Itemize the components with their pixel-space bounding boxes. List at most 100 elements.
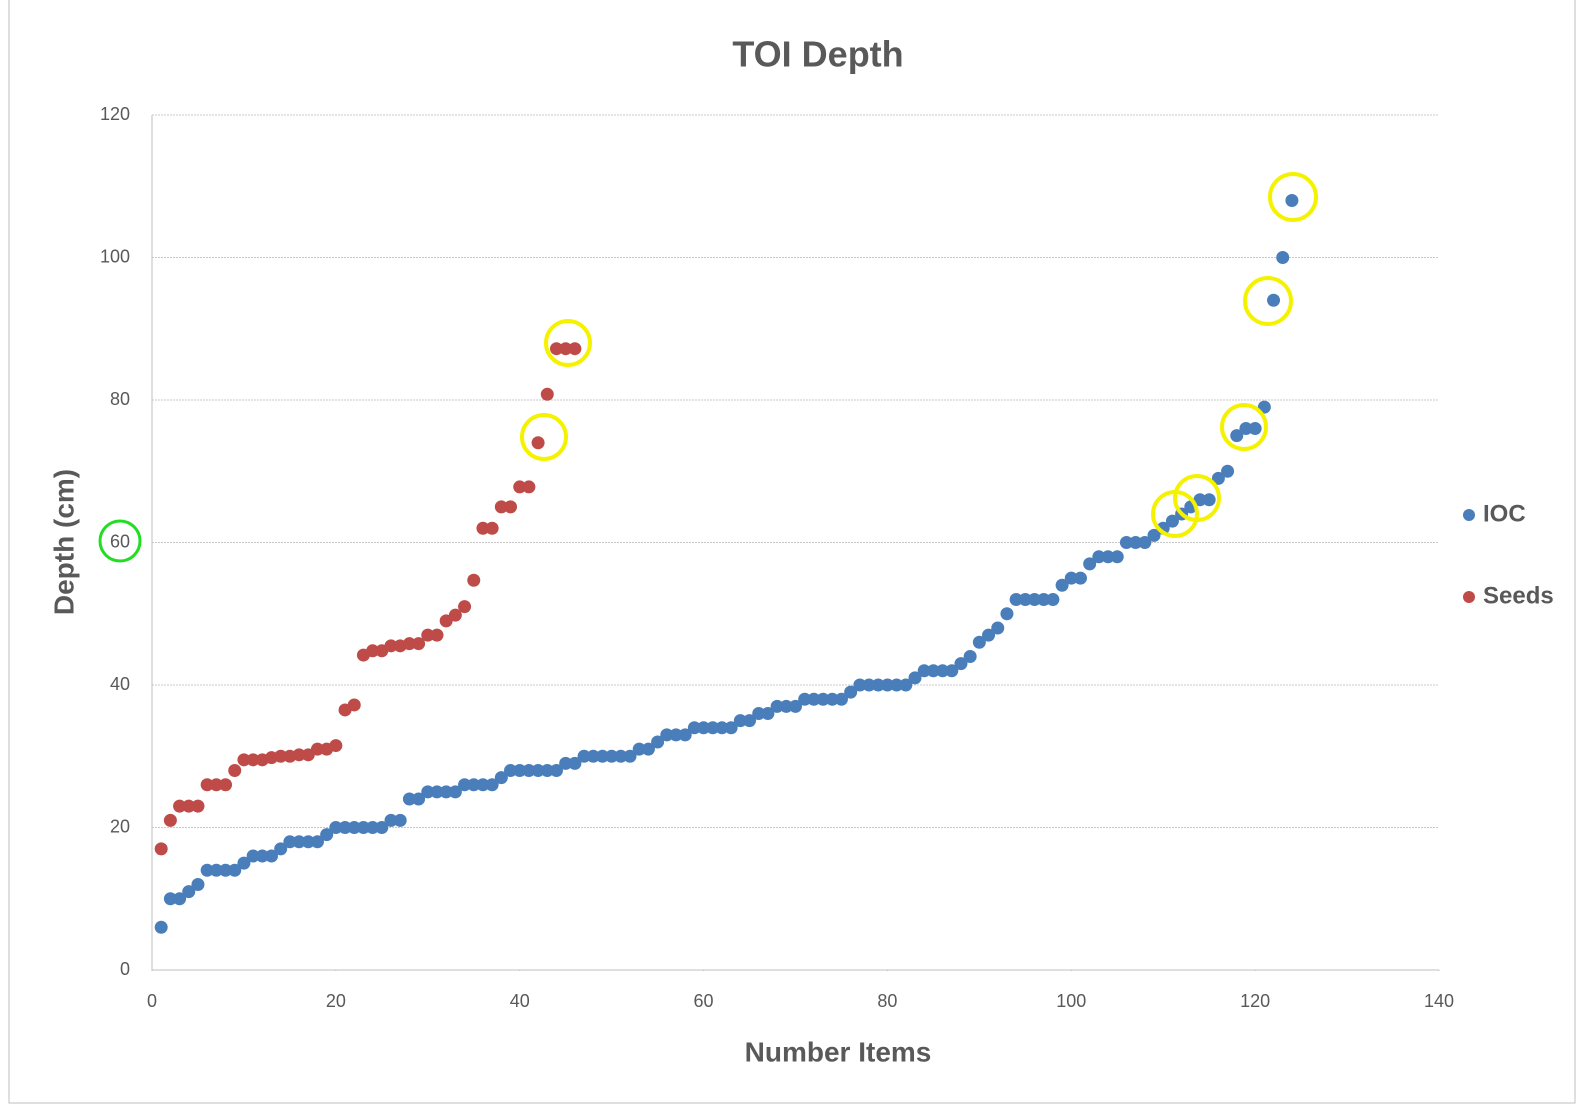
data-point bbox=[1202, 493, 1216, 507]
data-point bbox=[402, 637, 416, 651]
data-point bbox=[632, 742, 646, 756]
highlight-circles bbox=[520, 172, 1318, 538]
data-point bbox=[991, 621, 1005, 635]
data-point bbox=[182, 799, 196, 813]
data-point bbox=[1285, 194, 1299, 207]
data-point bbox=[485, 778, 499, 792]
data-point bbox=[678, 728, 692, 742]
data-point bbox=[467, 778, 481, 792]
data-point bbox=[458, 778, 472, 792]
data-point bbox=[246, 849, 260, 863]
legend-label: Seeds bbox=[1483, 582, 1554, 609]
data-point bbox=[816, 692, 830, 706]
data-point bbox=[779, 699, 793, 713]
data-point bbox=[549, 764, 563, 777]
data-point bbox=[310, 742, 324, 756]
data-point bbox=[1147, 528, 1161, 542]
data-point bbox=[191, 799, 205, 813]
data-point bbox=[219, 863, 233, 877]
data-point bbox=[825, 692, 839, 706]
data-point bbox=[163, 813, 177, 827]
data-point bbox=[890, 678, 904, 692]
data-point bbox=[761, 707, 775, 720]
highlight bbox=[1220, 403, 1268, 451]
y-tick-label: 120 bbox=[100, 104, 130, 124]
data-point bbox=[559, 342, 573, 356]
plot-area: 0 20 40 60 80 100 120 0 20 40 60 80 100 120 140 IOC Seed… bbox=[100, 104, 1554, 1011]
data-point bbox=[568, 756, 582, 770]
data-point bbox=[504, 764, 518, 777]
data-point bbox=[1055, 578, 1069, 592]
data-point bbox=[1165, 514, 1179, 528]
data-point bbox=[908, 671, 922, 685]
data-point bbox=[1239, 422, 1253, 435]
data-point bbox=[200, 778, 214, 792]
data-point bbox=[549, 342, 563, 356]
data-point bbox=[1046, 593, 1060, 606]
data-point bbox=[697, 721, 711, 735]
data-point bbox=[504, 500, 518, 514]
data-point bbox=[752, 707, 766, 720]
data-point bbox=[963, 650, 977, 663]
data-point bbox=[540, 387, 554, 401]
data-point bbox=[301, 835, 315, 849]
data-point bbox=[1221, 464, 1235, 478]
data-point bbox=[807, 692, 821, 706]
y-axis-label: Depth (cm) bbox=[48, 469, 79, 615]
x-tick-label: 140 bbox=[1424, 991, 1454, 1011]
data-point bbox=[219, 778, 233, 792]
data-point bbox=[513, 764, 527, 777]
data-point bbox=[1248, 422, 1262, 435]
data-point bbox=[163, 892, 177, 906]
data-point bbox=[1211, 471, 1225, 485]
data-point bbox=[522, 764, 536, 777]
data-point bbox=[531, 436, 545, 450]
data-point bbox=[246, 753, 260, 767]
data-point bbox=[1101, 550, 1115, 564]
data-point bbox=[228, 764, 242, 777]
data-point bbox=[356, 821, 370, 834]
data-point bbox=[954, 657, 968, 671]
data-point bbox=[605, 749, 619, 763]
data-point bbox=[669, 728, 683, 742]
data-point bbox=[209, 778, 223, 792]
data-point bbox=[329, 739, 343, 753]
data-point bbox=[926, 664, 940, 678]
data-point bbox=[154, 842, 168, 856]
x-tick-label: 60 bbox=[694, 991, 714, 1011]
data-point bbox=[283, 835, 297, 849]
data-point bbox=[844, 685, 858, 699]
data-point bbox=[1073, 571, 1087, 585]
data-point bbox=[329, 821, 343, 834]
data-point bbox=[559, 756, 573, 770]
data-point bbox=[412, 792, 426, 806]
data-point bbox=[862, 678, 876, 692]
data-point bbox=[182, 885, 196, 899]
highlight bbox=[544, 319, 592, 367]
data-point bbox=[255, 849, 269, 863]
data-point bbox=[448, 785, 462, 799]
data-point bbox=[1009, 593, 1023, 606]
y-tick-label: 20 bbox=[110, 816, 130, 836]
data-point bbox=[531, 764, 545, 777]
legend-marker bbox=[1463, 509, 1475, 521]
data-point bbox=[641, 742, 655, 756]
data-point bbox=[1193, 493, 1207, 507]
data-point bbox=[347, 821, 361, 834]
data-point bbox=[972, 635, 986, 649]
data-point bbox=[1092, 550, 1106, 564]
data-point bbox=[366, 644, 380, 658]
data-point bbox=[476, 521, 490, 535]
highlight bbox=[1243, 276, 1293, 326]
data-point bbox=[310, 835, 324, 849]
data-point bbox=[494, 500, 508, 514]
data-point bbox=[1230, 429, 1244, 443]
data-point bbox=[154, 920, 168, 934]
data-point bbox=[540, 764, 554, 777]
highlight bbox=[1268, 172, 1318, 222]
data-point bbox=[209, 863, 223, 877]
data-point bbox=[476, 778, 490, 792]
highlight bbox=[98, 519, 142, 563]
data-point bbox=[936, 664, 950, 678]
